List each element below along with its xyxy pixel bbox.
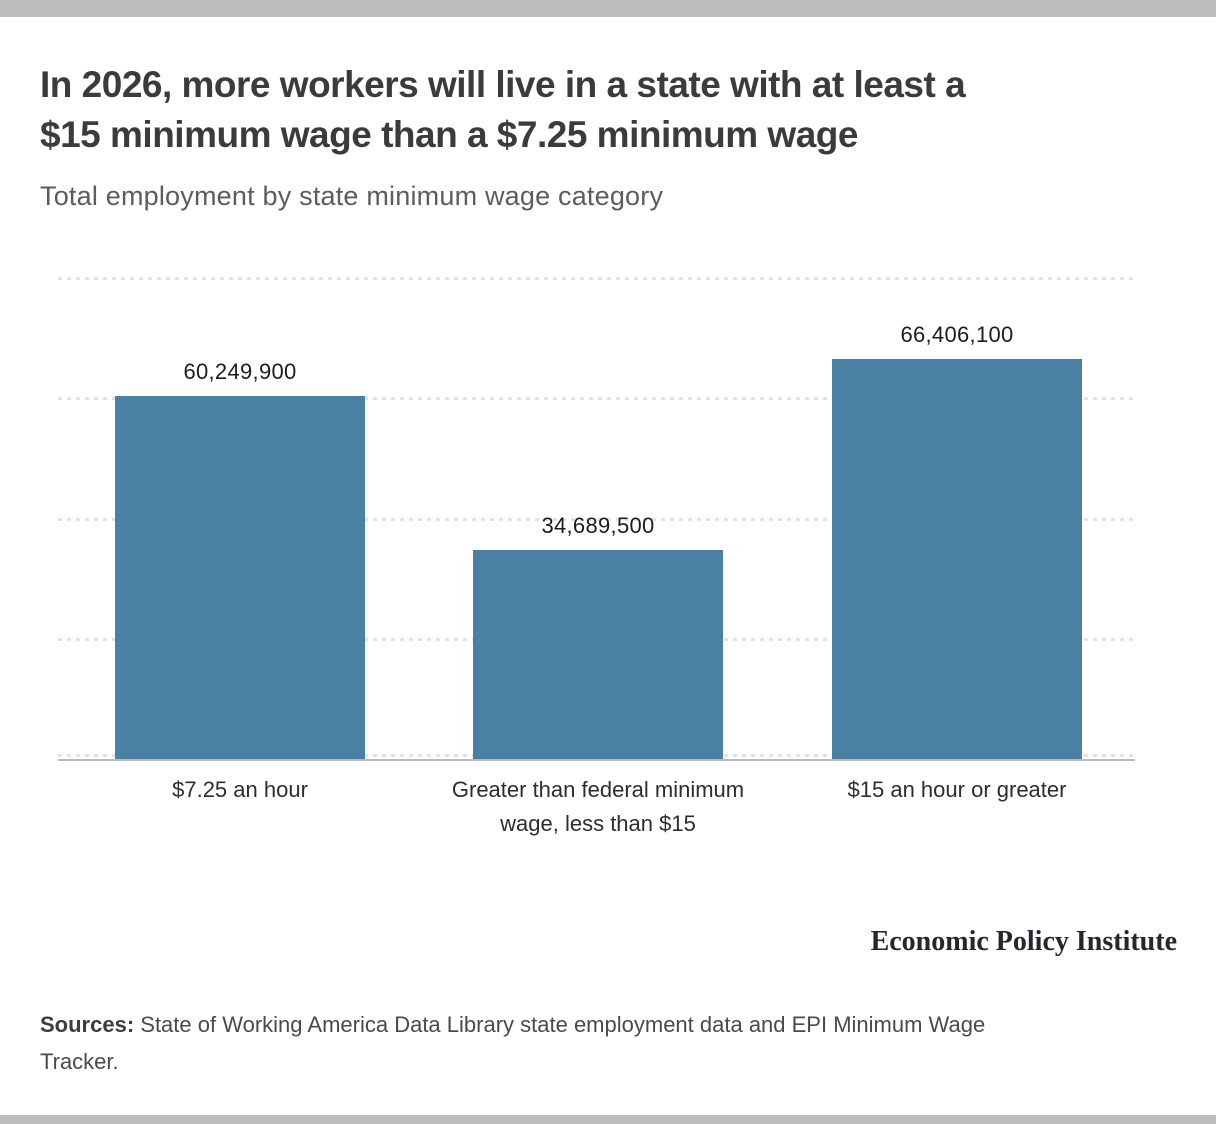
bar-15-or-greater [832, 359, 1082, 759]
sources-text-line1: State of Working America Data Library st… [134, 1012, 986, 1037]
bottom-border-bar [0, 1115, 1216, 1124]
bar-value-label: 60,249,900 [183, 359, 297, 384]
bar-group-above-federal: 34,689,500 [473, 513, 723, 759]
bar-value-label: 66,406,100 [900, 322, 1014, 347]
sources-text-line2: Tracker. [40, 1049, 119, 1074]
gridline [58, 518, 1135, 521]
top-border-bar [0, 0, 1216, 17]
bar-group-725-hour: 60,249,900 [115, 359, 365, 759]
x-axis-label-725-hour: $7.25 an hour [172, 777, 308, 802]
sources-label: Sources: [40, 1012, 135, 1037]
gridline [58, 397, 1135, 400]
epi-wordmark: Economic Policy Institute [870, 926, 1177, 957]
chart-subtitle: Total employment by state minimum wage c… [40, 181, 664, 211]
chart-title-line1: In 2026, more workers will live in a sta… [40, 64, 966, 105]
x-axis-label-above-federal: Greater than federal minimum wage, less … [451, 777, 745, 836]
chart-title: In 2026, more workers will live in a sta… [40, 60, 966, 160]
sources-note: Sources: State of Working America Data L… [40, 1006, 1140, 1080]
chart-plot-area: 60,249,900 34,689,500 66,406,100 [58, 277, 1135, 761]
chart-title-line2: $15 minimum wage than a $7.25 minimum wa… [40, 114, 858, 155]
bar-value-label: 34,689,500 [541, 513, 655, 538]
bar-above-federal [473, 550, 723, 759]
gridline [58, 277, 1135, 280]
x-axis-baseline [58, 759, 1135, 761]
bar-725-hour [115, 396, 365, 759]
bar-group-15-or-greater: 66,406,100 [832, 322, 1082, 759]
x-axis-label-15-or-greater: $15 an hour or greater [847, 777, 1067, 802]
